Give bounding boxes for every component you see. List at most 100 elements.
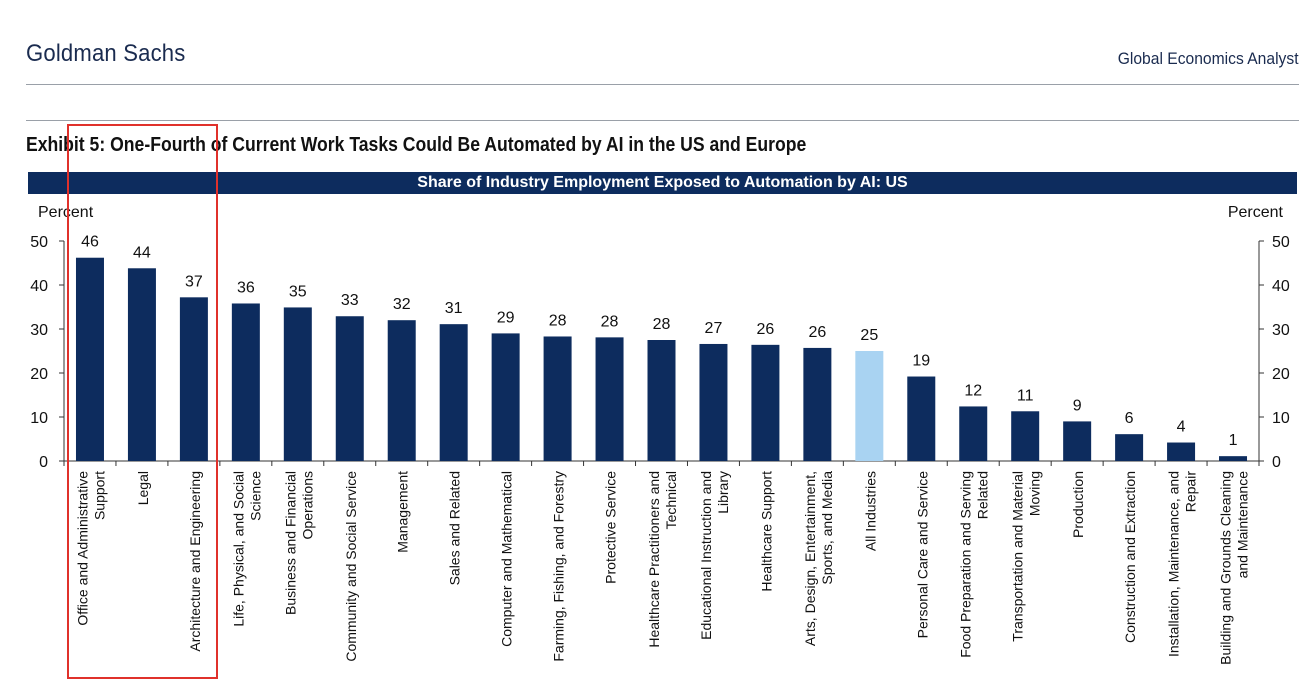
category-label-line: Legal (135, 471, 151, 505)
y-axis-label-left: Percent (38, 204, 94, 221)
category-label-line: Library (715, 471, 731, 514)
bar (1011, 411, 1040, 461)
category-label-line: Related (975, 471, 991, 519)
category-label-line: Architecture and Engineering (187, 471, 203, 652)
publication-name: Global Economics Analyst (1118, 49, 1299, 68)
category-label-line: Operations (299, 471, 315, 539)
category-label: Office and Administrative Support (74, 471, 107, 626)
bar (699, 343, 728, 461)
category-label: Life, Physical, and Social Science (230, 471, 263, 627)
category-label-line: Support (91, 471, 107, 520)
header-divider (26, 84, 1299, 85)
category-label: Community and Social Service (343, 471, 359, 662)
y-tick-label-left: 0 (39, 454, 48, 471)
category-label: Architecture and Engineering (187, 471, 203, 652)
category-label: Production (1070, 471, 1086, 538)
y-tick-label-right: 20 (1272, 366, 1290, 383)
value-label: 25 (860, 327, 878, 344)
brand-logo: Goldman Sachs (26, 40, 186, 67)
category-label-line: Computer and Mathematical (499, 471, 515, 647)
category-label-line: Arts, Design, Entertainment, (802, 471, 818, 646)
y-tick-label-left: 10 (30, 410, 48, 427)
category-label: Construction and Extraction (1122, 471, 1138, 643)
category-label-line: Building and Grounds Cleaning (1218, 471, 1234, 665)
category-label-line: Life, Physical, and Social (230, 471, 246, 627)
category-label: Sales and Related (447, 471, 463, 585)
category-label-line: Production (1070, 471, 1086, 538)
category-label-line: Moving (1027, 471, 1043, 516)
category-label: Healthcare Practitioners and Technical (646, 471, 679, 648)
y-tick-label-right: 30 (1272, 322, 1290, 339)
y-axis-label-right: Percent (1228, 204, 1284, 221)
y-tick-label-right: 40 (1272, 278, 1290, 295)
bar (387, 320, 416, 461)
value-label: 9 (1073, 397, 1082, 414)
value-label: 32 (393, 296, 411, 313)
value-label: 27 (705, 320, 723, 337)
value-label: 35 (289, 283, 307, 300)
category-label-line: Personal Care and Service (914, 471, 930, 639)
bar (75, 257, 104, 461)
bar (231, 303, 260, 461)
section-divider (26, 120, 1299, 121)
category-label-line: Educational Instruction and (698, 471, 714, 640)
bar (335, 316, 364, 461)
bar (1115, 434, 1144, 461)
category-label: Farming, Fishing, and Forestry (551, 471, 567, 662)
category-label-line: Office and Administrative (74, 471, 90, 626)
category-label: Personal Care and Service (914, 471, 930, 639)
category-label-line: and Maintenance (1235, 471, 1251, 579)
value-label: 11 (1017, 387, 1034, 404)
chart-category-labels: Office and Administrative Support Legal Arc… (74, 471, 1250, 665)
bar (907, 376, 936, 461)
value-label: 31 (445, 300, 463, 317)
value-label: 46 (81, 234, 99, 251)
value-label: 29 (497, 309, 515, 326)
value-label: 44 (133, 244, 151, 261)
value-label: 33 (341, 292, 359, 309)
y-tick-label-right: 0 (1272, 454, 1281, 471)
bar (803, 347, 832, 461)
bar (1219, 456, 1248, 461)
category-label-line: Technical (663, 471, 679, 529)
value-label: 28 (653, 316, 671, 333)
category-label-line: All Industries (862, 471, 878, 551)
category-label: Healthcare Support (758, 471, 774, 592)
bar (439, 324, 468, 461)
bar (855, 351, 884, 461)
y-tick-label-left: 50 (30, 234, 48, 251)
bar (179, 297, 208, 461)
exhibit-title: Exhibit 5: One-Fourth of Current Work Ta… (26, 134, 807, 156)
category-label-line: Protective Service (603, 471, 619, 584)
category-label-line: Science (247, 471, 263, 521)
bar (1063, 421, 1092, 461)
y-tick-label-right: 10 (1272, 410, 1290, 427)
category-label-line: Community and Social Service (343, 471, 359, 662)
value-label: 37 (185, 273, 203, 290)
bar (491, 333, 520, 461)
bar (543, 336, 572, 461)
chart-title-banner: Share of Industry Employment Exposed to … (28, 172, 1297, 194)
category-label-line: Installation, Maintenance, and (1166, 471, 1182, 657)
value-label: 26 (757, 321, 775, 338)
category-label: Computer and Mathematical (499, 471, 515, 647)
y-tick-label-left: 40 (30, 278, 48, 295)
category-label: Business and Financial Operations (282, 471, 315, 615)
bar (283, 307, 312, 461)
annotation-highlight-box (67, 124, 218, 679)
category-label: Building and Grounds Cleaning and Mainten… (1218, 471, 1251, 665)
category-label: Protective Service (603, 471, 619, 584)
category-label: Arts, Design, Entertainment, Sports, and … (802, 471, 835, 646)
category-label: Legal (135, 471, 151, 505)
category-label-line: Transportation and Material (1010, 471, 1026, 642)
category-label: Educational Instruction and Library (698, 471, 731, 640)
value-label: 4 (1177, 419, 1186, 436)
category-label-line: Business and Financial (282, 471, 298, 615)
bar (647, 340, 676, 461)
value-label: 1 (1229, 432, 1238, 449)
value-label: 12 (964, 382, 982, 399)
category-label-line: Healthcare Practitioners and (646, 471, 662, 648)
y-tick-label-left: 30 (30, 322, 48, 339)
value-label: 36 (237, 279, 255, 296)
